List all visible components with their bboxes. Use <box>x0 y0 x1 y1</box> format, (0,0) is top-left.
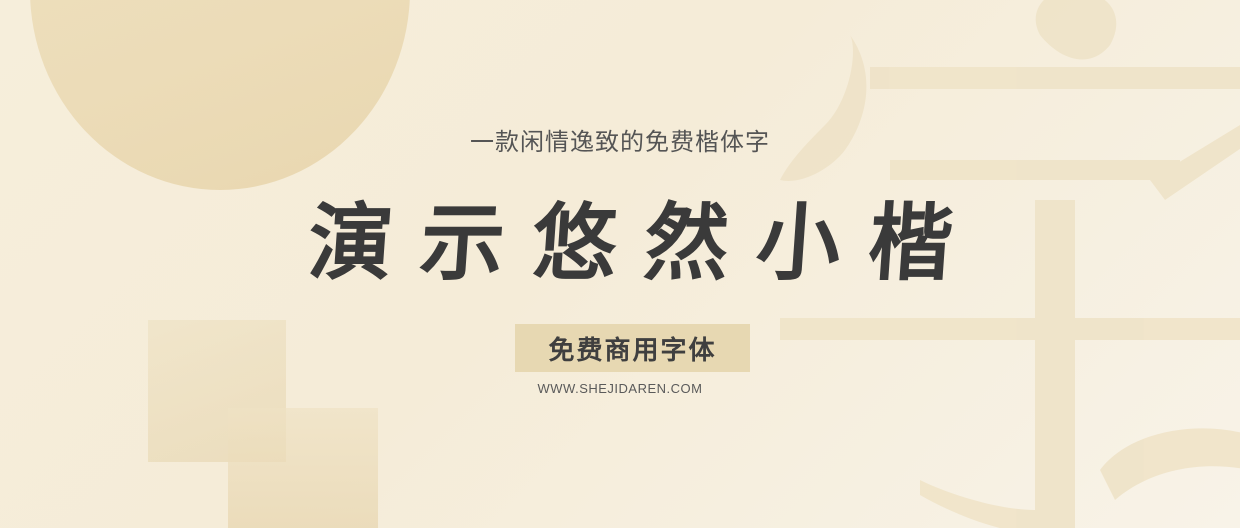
website-url: WWW.SHEJIDAREN.COM <box>537 381 703 396</box>
badge-label: 免费商用字体 <box>548 335 717 366</box>
font-title: 演示悠然小楷 <box>305 193 985 292</box>
decorative-square <box>228 408 378 528</box>
subtitle: 一款闲情逸致的免费楷体字 <box>470 128 770 156</box>
decorative-circle <box>30 0 410 190</box>
background-glyph-decoration <box>770 0 1240 528</box>
free-commercial-badge: 免费商用字体 <box>515 324 750 372</box>
